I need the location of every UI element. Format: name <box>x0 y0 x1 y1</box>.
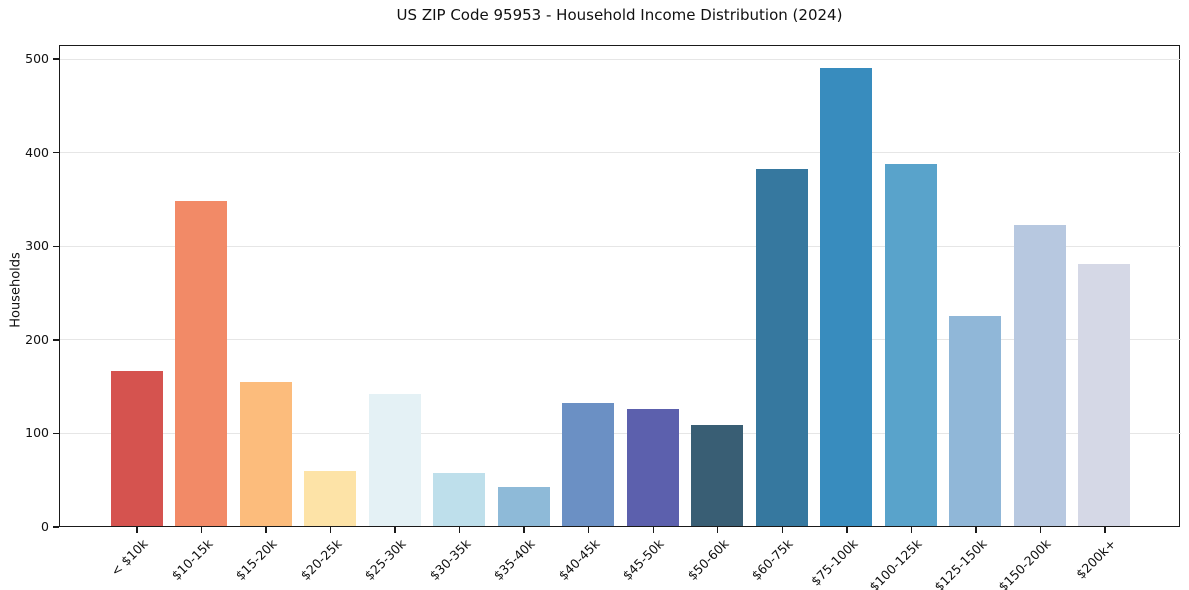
plot-area <box>59 45 1181 527</box>
bar <box>755 168 808 527</box>
y-tick-label: 0 <box>41 519 49 534</box>
gridline <box>60 432 1181 434</box>
y-axis-label-text: Households <box>8 252 24 328</box>
y-tick-label: 200 <box>25 331 49 347</box>
x-tick-label: < $10k <box>107 536 151 579</box>
x-tick-mark <box>781 527 784 533</box>
x-tick-mark <box>975 527 977 533</box>
y-tick-mark <box>53 245 59 247</box>
y-tick-mark <box>53 151 59 154</box>
y-tick-mark <box>53 58 59 60</box>
bar <box>497 487 550 527</box>
gridline <box>60 339 1181 341</box>
gridline <box>60 245 1181 247</box>
bar <box>626 408 679 527</box>
x-tick-mark <box>910 527 913 533</box>
y-tick-label: 500 <box>25 51 49 67</box>
x-tick-mark <box>1104 527 1106 533</box>
y-tick-mark <box>53 526 59 528</box>
bar <box>949 315 1002 527</box>
bar <box>562 402 615 527</box>
bar <box>1078 263 1131 527</box>
x-tick-mark <box>523 527 525 533</box>
x-tick-mark <box>200 527 203 533</box>
x-tick-mark <box>588 527 590 533</box>
bar <box>820 67 873 527</box>
y-tick-label: 400 <box>25 144 49 160</box>
x-tick-mark <box>652 527 654 533</box>
y-tick-label: 100 <box>25 425 49 441</box>
y-tick-mark <box>53 432 59 435</box>
bar <box>691 425 744 527</box>
bar <box>175 200 228 527</box>
bar <box>884 164 937 527</box>
bar <box>1013 225 1066 527</box>
y-tick-mark <box>53 339 59 341</box>
x-tick-mark <box>136 527 138 533</box>
x-tick-mark <box>717 527 719 533</box>
gridline <box>60 58 1181 60</box>
y-tick-label: 300 <box>25 238 49 254</box>
x-tick-mark <box>329 527 332 533</box>
bar <box>110 371 163 527</box>
bar <box>368 393 421 527</box>
bar <box>304 471 357 527</box>
x-tick-mark <box>394 527 396 533</box>
x-tick-mark <box>265 527 267 533</box>
x-tick-mark <box>458 527 461 533</box>
chart-title: US ZIP Code 95953 - Household Income Dis… <box>396 6 843 24</box>
bar <box>433 473 486 527</box>
x-tick-mark <box>846 527 848 533</box>
bar <box>239 382 292 527</box>
x-tick-mark <box>1039 527 1042 533</box>
gridline <box>60 152 1181 154</box>
